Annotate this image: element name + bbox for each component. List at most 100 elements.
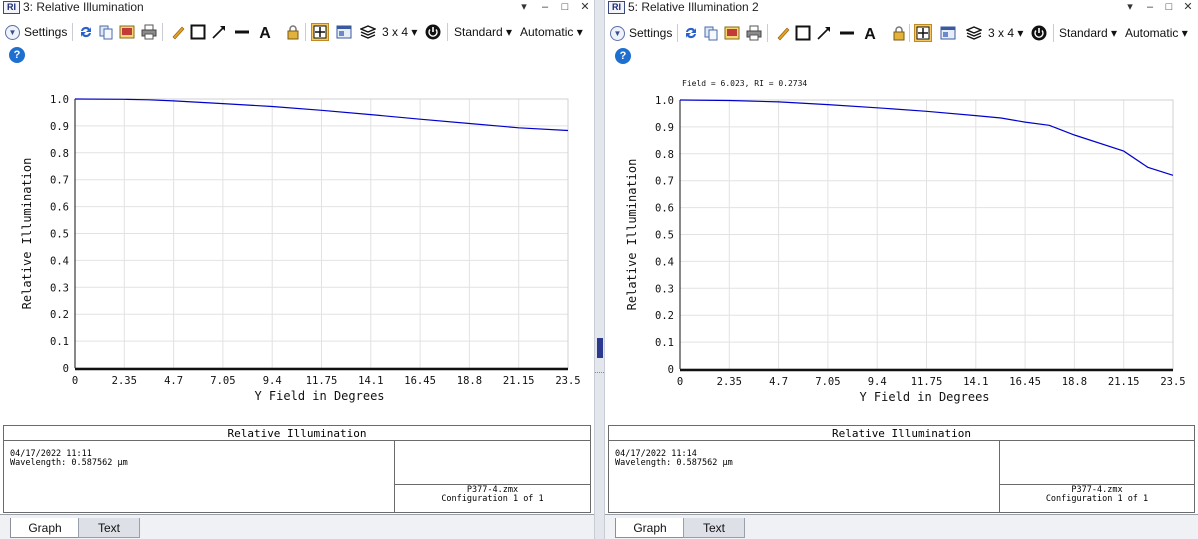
tab-text[interactable]: Text bbox=[78, 518, 140, 538]
x-tick-label: 2.35 bbox=[112, 375, 137, 387]
svg-text:A: A bbox=[259, 25, 271, 40]
maximize-button[interactable]: □ bbox=[561, 1, 569, 13]
line-icon[interactable] bbox=[234, 24, 250, 40]
tab-graph[interactable]: Graph bbox=[10, 518, 80, 538]
close-button[interactable]: ✕ bbox=[1183, 1, 1193, 13]
info-divider bbox=[394, 484, 590, 485]
lock-icon[interactable] bbox=[891, 25, 907, 41]
power-icon[interactable] bbox=[425, 24, 441, 40]
toolbar-separator bbox=[305, 23, 306, 41]
x-tick-label: 16.45 bbox=[1009, 376, 1041, 388]
window-layout-icon[interactable] bbox=[336, 24, 352, 40]
toolbar: ▼ Settings A 3 x 4 ▾ Standard ▾ Automati… bbox=[605, 16, 1198, 64]
close-button[interactable]: ✕ bbox=[580, 1, 590, 13]
x-axis-label: Y Field in Degrees bbox=[859, 390, 989, 404]
info-panel: Relative Illumination 04/17/2022 11:14 W… bbox=[608, 425, 1195, 513]
title-bar[interactable]: RI 5: Relative Illumination 2 ▾ – □ ✕ bbox=[605, 0, 1198, 15]
toolbar-separator bbox=[162, 23, 163, 41]
layout-dropdown[interactable]: 3 x 4 ▾ bbox=[382, 25, 418, 39]
help-icon[interactable]: ? bbox=[9, 47, 25, 63]
y-axis-label: Relative Illumination bbox=[625, 159, 639, 311]
window-menu-button[interactable]: ▾ bbox=[1127, 1, 1133, 13]
window-title: 5: Relative Illumination 2 bbox=[628, 0, 759, 14]
maximize-button[interactable]: □ bbox=[1165, 1, 1173, 13]
toolbar: ▼ Settings A 3 x 4 ▾ Standard ▾ Automati… bbox=[0, 16, 594, 64]
cursor-annotation: Field = 6.023, RI = 0.2734 bbox=[682, 79, 807, 88]
relative-illumination-series-line bbox=[74, 98, 569, 132]
svg-text:A: A bbox=[864, 26, 876, 41]
pencil-icon[interactable] bbox=[170, 24, 186, 40]
print-icon[interactable] bbox=[746, 25, 762, 41]
relative-illumination-chart: 0 2.35 4.7 7.05 9.4 11.75 14.1 16.45 18.8 21.15 23… bbox=[20, 94, 581, 403]
arrow-icon[interactable] bbox=[211, 24, 227, 40]
relative-illumination-chart: 0 2.35 4.7 7.05 9.4 11.75 14.1 16.45 18.8 21.15 23… bbox=[625, 79, 1186, 404]
toolbar-separator bbox=[677, 24, 678, 42]
minimize-button[interactable]: – bbox=[1146, 1, 1154, 13]
info-header: Relative Illumination bbox=[609, 426, 1194, 441]
text-icon[interactable]: A bbox=[862, 25, 878, 41]
x-tick-label: 7.05 bbox=[815, 376, 840, 388]
x-tick-label: 4.7 bbox=[769, 376, 788, 388]
help-icon[interactable]: ? bbox=[615, 48, 631, 64]
power-icon[interactable] bbox=[1031, 25, 1047, 41]
window-splitter[interactable] bbox=[594, 0, 605, 539]
automatic-dropdown[interactable]: Automatic ▾ bbox=[1125, 26, 1188, 40]
y-tick-label: 0.3 bbox=[50, 282, 69, 294]
rectangle-icon[interactable] bbox=[190, 24, 206, 40]
x-tick-label: 21.15 bbox=[503, 375, 535, 387]
layout-dropdown[interactable]: 3 x 4 ▾ bbox=[988, 26, 1024, 40]
y-tick-label: 0.5 bbox=[655, 230, 674, 242]
info-file-config: P377-4.zmx Configuration 1 of 1 bbox=[1000, 485, 1194, 512]
x-tick-label: 9.4 bbox=[868, 376, 887, 388]
info-header: Relative Illumination bbox=[4, 426, 590, 441]
plot-area: 0 2.35 4.7 7.05 9.4 11.75 14.1 16.45 18.8 21.15 23… bbox=[605, 66, 1198, 426]
x-tick-label: 16.45 bbox=[404, 375, 436, 387]
y-tick-label: 0.8 bbox=[655, 149, 674, 161]
minimize-button[interactable]: – bbox=[541, 1, 549, 13]
x-tick-label: 18.8 bbox=[1062, 376, 1087, 388]
toolbar-separator bbox=[909, 24, 910, 42]
x-tick-label: 14.1 bbox=[358, 375, 383, 387]
line-icon[interactable] bbox=[839, 25, 855, 41]
standard-dropdown[interactable]: Standard ▾ bbox=[454, 25, 513, 39]
x-tick-label: 9.4 bbox=[263, 375, 282, 387]
tab-graph[interactable]: Graph bbox=[615, 518, 685, 538]
text-icon[interactable]: A bbox=[257, 24, 273, 40]
zoom-fit-icon[interactable] bbox=[914, 24, 932, 42]
zoom-fit-icon[interactable] bbox=[311, 23, 329, 41]
tab-text[interactable]: Text bbox=[683, 518, 745, 538]
info-date-wavelength: 04/17/2022 11:14 Wavelength: 0.587562 µm bbox=[615, 449, 733, 468]
arrow-icon[interactable] bbox=[816, 25, 832, 41]
settings-button[interactable]: ▼ Settings bbox=[610, 23, 672, 43]
analysis-window-1: RI 3: Relative Illumination ▾ – □ ✕ ▼ Se… bbox=[0, 0, 594, 539]
y-tick-label: 0 bbox=[668, 364, 674, 376]
y-tick-label: 0.8 bbox=[50, 148, 69, 160]
lock-icon[interactable] bbox=[285, 24, 301, 40]
standard-dropdown[interactable]: Standard ▾ bbox=[1059, 26, 1118, 40]
save-image-icon[interactable] bbox=[724, 25, 740, 41]
window-menu-button[interactable]: ▾ bbox=[521, 1, 527, 13]
pencil-icon[interactable] bbox=[775, 25, 791, 41]
x-tick-label: 14.1 bbox=[963, 376, 988, 388]
refresh-icon[interactable] bbox=[78, 24, 94, 40]
refresh-icon[interactable] bbox=[683, 25, 699, 41]
copy-icon[interactable] bbox=[98, 24, 114, 40]
chevron-down-icon: ▼ bbox=[610, 25, 625, 41]
automatic-dropdown[interactable]: Automatic ▾ bbox=[520, 25, 583, 39]
info-date-wavelength: 04/17/2022 11:11 Wavelength: 0.587562 µm bbox=[10, 449, 128, 468]
settings-button[interactable]: ▼ Settings bbox=[5, 22, 67, 42]
title-bar[interactable]: RI 3: Relative Illumination ▾ – □ ✕ bbox=[0, 0, 594, 15]
save-image-icon[interactable] bbox=[119, 24, 135, 40]
copy-icon[interactable] bbox=[703, 25, 719, 41]
x-tick-label: 21.15 bbox=[1108, 376, 1140, 388]
y-axis-label: Relative Illumination bbox=[20, 158, 34, 310]
y-tick-label: 0.9 bbox=[50, 121, 69, 133]
window-layout-icon[interactable] bbox=[940, 25, 956, 41]
splitter-marker bbox=[597, 338, 603, 358]
layers-icon[interactable] bbox=[360, 24, 376, 40]
layers-icon[interactable] bbox=[966, 25, 982, 41]
y-tick-label: 0.2 bbox=[50, 309, 69, 321]
rectangle-icon[interactable] bbox=[795, 25, 811, 41]
x-tick-label: 0 bbox=[677, 376, 683, 388]
print-icon[interactable] bbox=[141, 24, 157, 40]
